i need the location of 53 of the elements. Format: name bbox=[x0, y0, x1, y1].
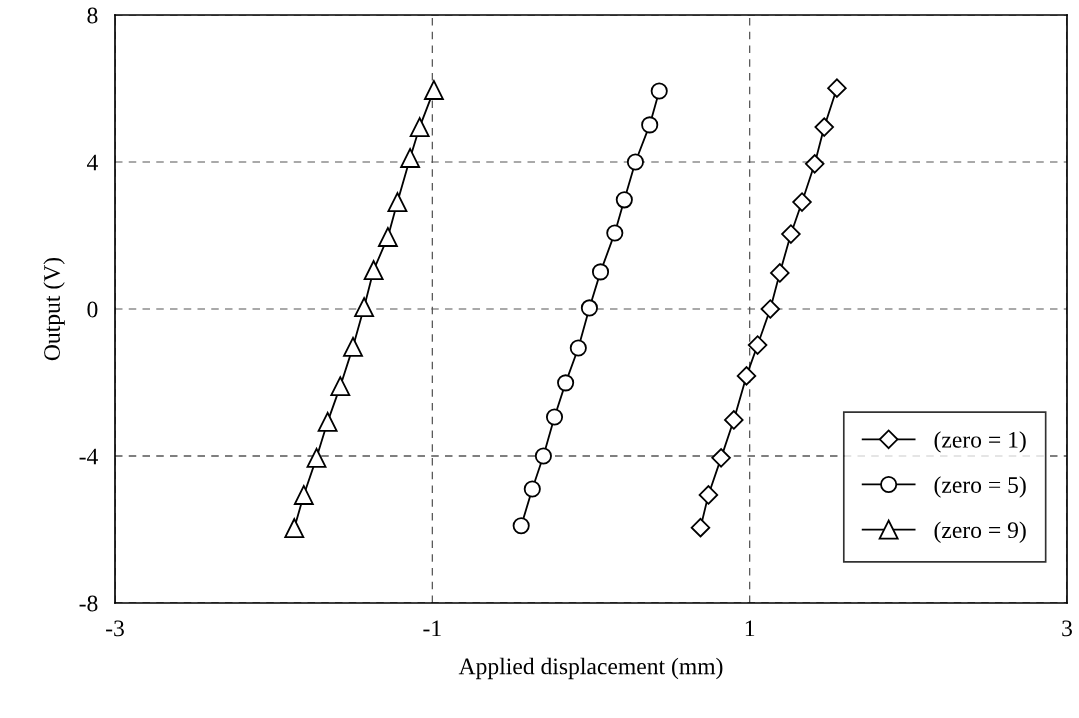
x-tick-label: 3 bbox=[1062, 620, 1072, 637]
y-tick-label: 8 bbox=[87, 7, 98, 24]
point bbox=[580, 299, 598, 317]
y-tick-label: 4 bbox=[86, 154, 98, 171]
point bbox=[698, 485, 719, 505]
x-tick-label: -1 bbox=[423, 620, 441, 637]
y-tick-label: 0 bbox=[87, 301, 98, 318]
point bbox=[760, 299, 781, 319]
point bbox=[690, 517, 711, 538]
point bbox=[363, 260, 384, 280]
y-tick-label: -4 bbox=[79, 448, 98, 465]
point bbox=[814, 117, 834, 137]
point bbox=[545, 408, 564, 426]
point bbox=[781, 224, 801, 244]
x-tick-label: -3 bbox=[106, 620, 124, 637]
point bbox=[387, 192, 408, 212]
point bbox=[306, 447, 327, 468]
y-axis-title: Output (V) bbox=[43, 257, 65, 361]
point bbox=[792, 192, 812, 212]
legend-label: (zero = 5) bbox=[934, 476, 1026, 498]
point bbox=[736, 366, 757, 386]
point bbox=[423, 80, 444, 100]
point bbox=[569, 339, 587, 357]
point bbox=[512, 517, 530, 535]
point bbox=[641, 116, 659, 134]
x-axis-title: Applied displacement (mm) bbox=[458, 657, 723, 680]
point bbox=[827, 78, 847, 98]
point bbox=[523, 480, 541, 498]
point bbox=[606, 224, 624, 242]
point bbox=[650, 82, 668, 100]
point bbox=[330, 376, 351, 397]
point bbox=[770, 263, 790, 283]
y-tick-label: -8 bbox=[79, 595, 98, 612]
point bbox=[626, 153, 644, 171]
legend-label: (zero = 9) bbox=[934, 521, 1026, 543]
point bbox=[343, 336, 363, 357]
point bbox=[317, 411, 338, 432]
x-tick-label: 1 bbox=[745, 620, 755, 637]
point bbox=[804, 154, 825, 174]
point bbox=[354, 297, 375, 318]
point bbox=[591, 263, 610, 281]
point bbox=[534, 447, 552, 465]
point bbox=[293, 485, 314, 505]
point bbox=[747, 335, 768, 355]
point bbox=[284, 518, 305, 538]
point bbox=[557, 374, 575, 392]
point bbox=[400, 148, 421, 168]
point bbox=[409, 117, 430, 138]
point bbox=[377, 227, 398, 247]
point bbox=[724, 410, 744, 430]
point bbox=[615, 191, 633, 209]
legend-label: (zero = 1) bbox=[934, 431, 1026, 453]
point bbox=[711, 448, 731, 468]
